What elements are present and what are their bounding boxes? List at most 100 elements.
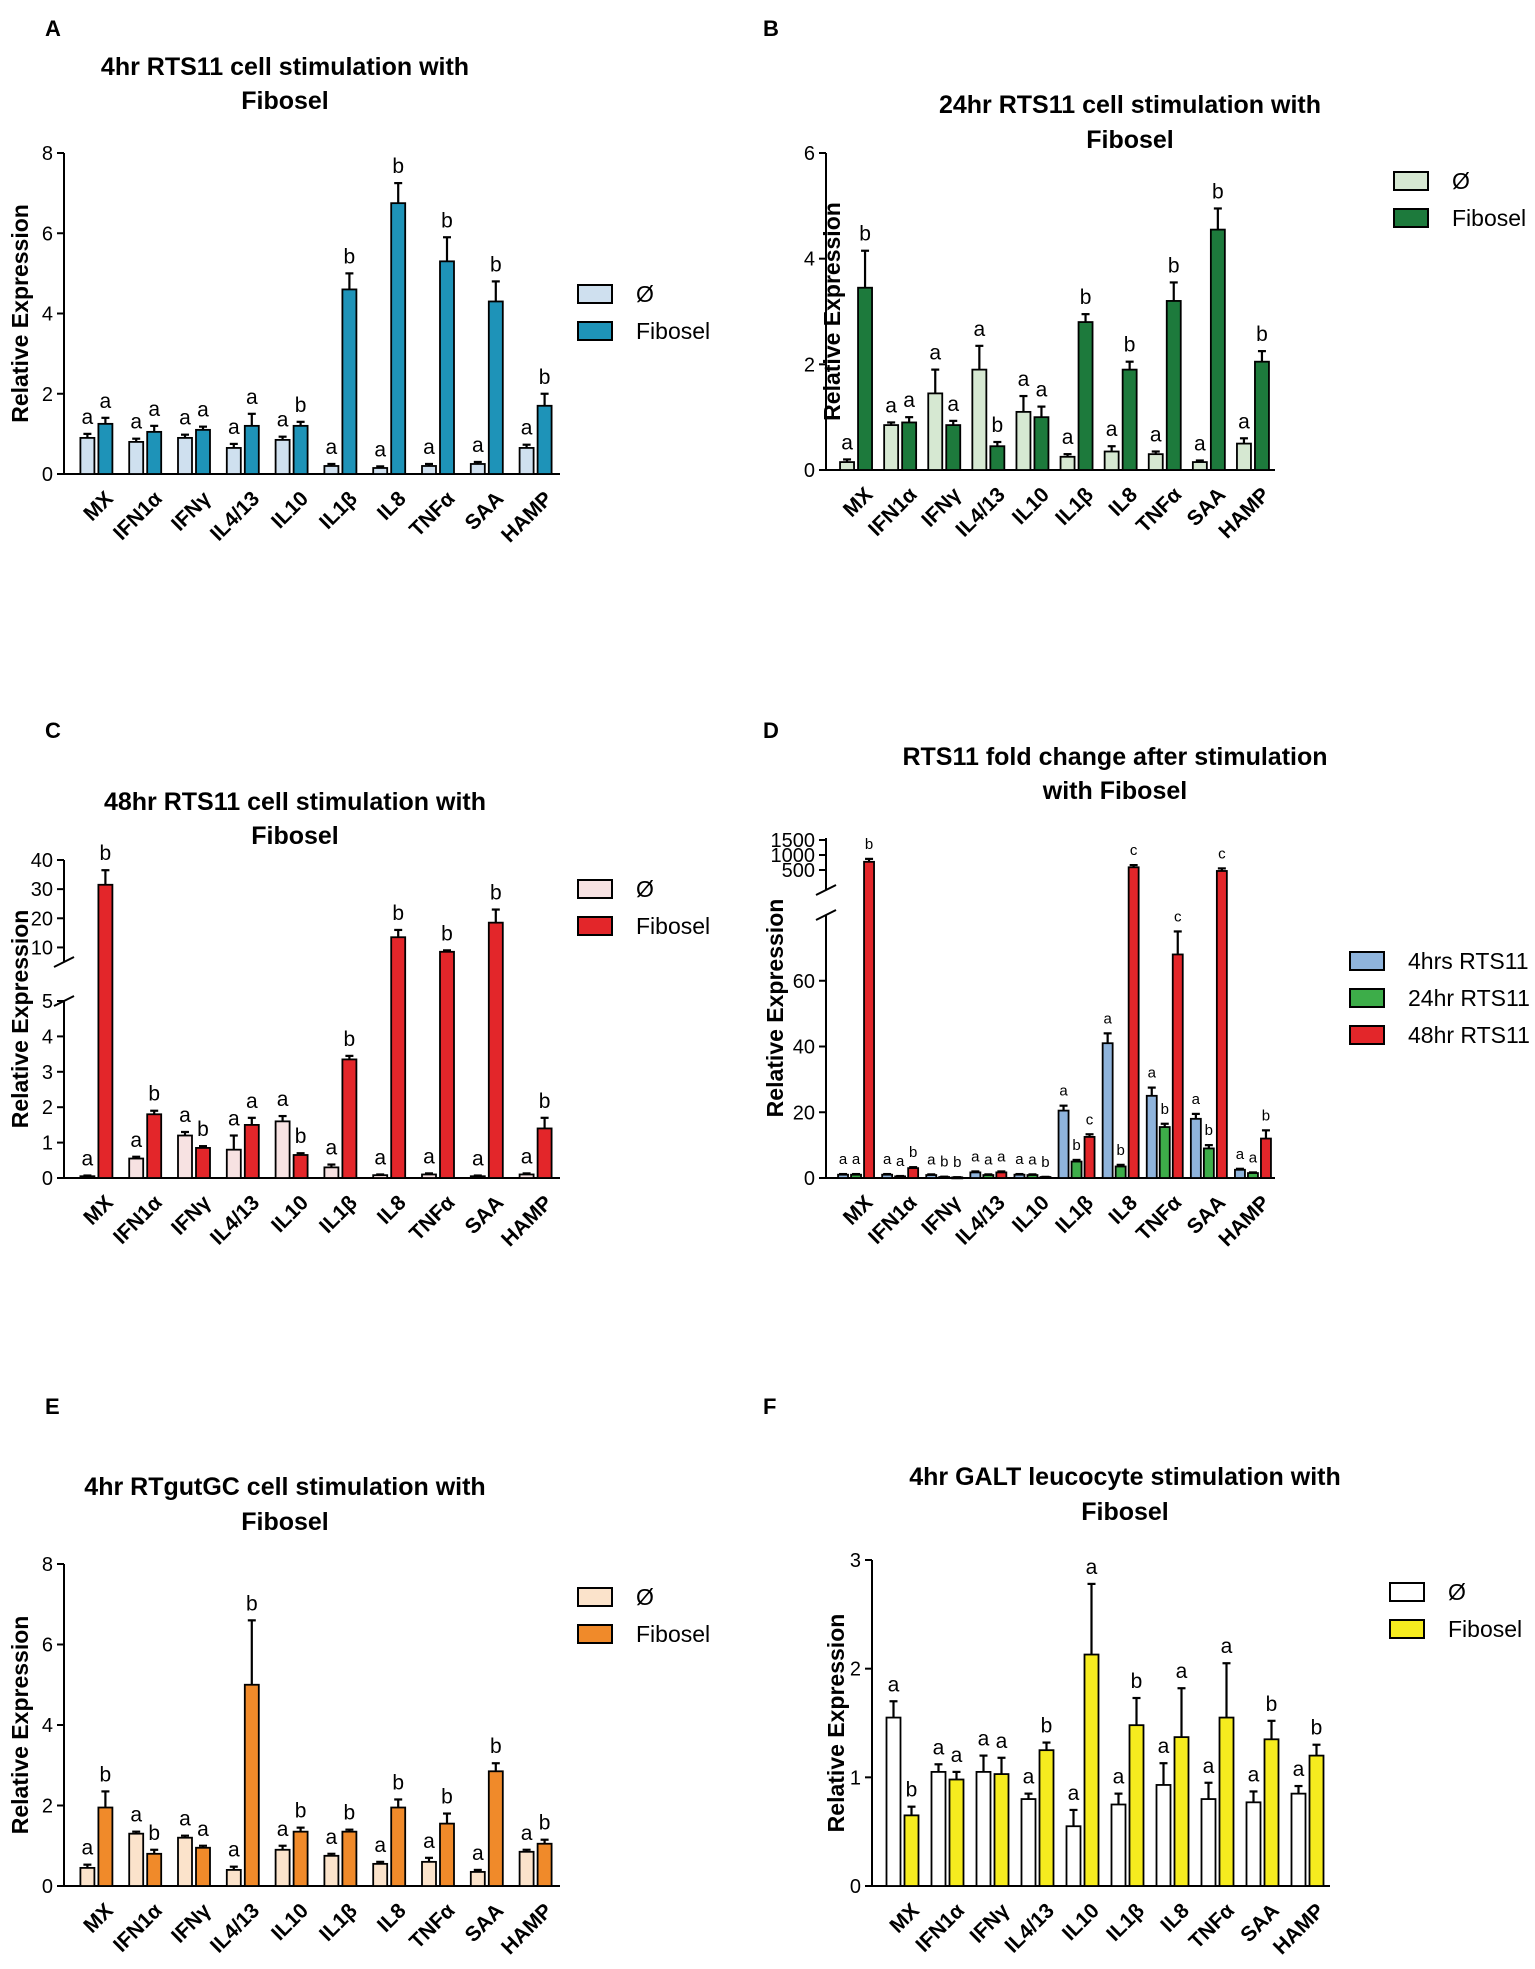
bar <box>1236 442 1252 471</box>
bar <box>421 1860 437 1887</box>
x-tick-label: IL1β <box>1102 1899 1149 1946</box>
legend-swatch <box>1393 208 1429 228</box>
y-axis-label: Relative Expression <box>823 1614 849 1833</box>
significance-letter: b <box>392 155 404 178</box>
significance-letter: a <box>326 436 338 459</box>
bar <box>390 202 407 475</box>
significance-letter: b <box>392 1771 404 1794</box>
significance-letter: b <box>344 245 356 268</box>
x-tick-label: IL10 <box>267 1899 313 1945</box>
significance-letter: a <box>1062 426 1074 449</box>
significance-letter: b <box>539 366 551 389</box>
bar <box>930 1771 947 1887</box>
significance-letter: b <box>865 836 873 853</box>
significance-letter: a <box>1221 1635 1233 1658</box>
panel-b: B 24hr RTS11 cell stimulation with Fibosel… <box>763 16 1526 543</box>
significance-letter: a <box>1106 418 1118 441</box>
bar <box>1202 1147 1215 1179</box>
significance-letter: a <box>1023 1766 1035 1789</box>
axis-break-mark <box>815 909 837 921</box>
significance-letter: b <box>490 253 502 276</box>
bar <box>97 422 114 475</box>
significance-letter: b <box>539 1090 551 1113</box>
bar <box>1165 300 1182 471</box>
bar <box>839 461 855 471</box>
legend-label: Ø <box>1452 168 1470 194</box>
bar <box>881 1173 894 1179</box>
significance-letter: b <box>1072 1137 1080 1154</box>
chart-title: 48hr RTS11 cell stimulation with <box>104 788 486 816</box>
panel-e: E 4hr RTgutGC cell stimulation with Fibose… <box>7 1394 710 1959</box>
significance-letter: b <box>344 1802 356 1825</box>
x-tick-label: TNFα <box>1185 1899 1239 1953</box>
y-tick-label: 1 <box>850 1767 861 1789</box>
legend-label: Fibosel <box>1452 205 1526 231</box>
x-tick-label: IL4/13 <box>206 1191 264 1249</box>
bar <box>1070 1160 1083 1179</box>
bar <box>195 428 211 475</box>
x-tick-label: TNFα <box>1132 1191 1186 1245</box>
bar <box>146 430 163 475</box>
significance-letter: a <box>974 318 986 341</box>
significance-letter: a <box>1036 379 1048 402</box>
significance-letter: a <box>228 1108 240 1131</box>
significance-letter: a <box>927 1151 936 1168</box>
y-tick-label: 6 <box>42 1635 53 1657</box>
chart-title: 4hr RTgutGC cell stimulation with <box>84 1473 485 1501</box>
significance-letter: a <box>1059 1083 1068 1100</box>
bar <box>536 404 553 475</box>
bar <box>225 1869 242 1887</box>
bar <box>177 436 193 475</box>
bar <box>1158 1126 1171 1179</box>
x-tick-label: IL8 <box>373 487 411 525</box>
legend-label: Ø <box>636 281 654 307</box>
x-tick-label: IFN1α <box>109 1191 167 1249</box>
bar <box>903 1814 920 1887</box>
significance-letter: b <box>909 1144 917 1161</box>
significance-letter: a <box>521 1822 533 1845</box>
significance-letter: a <box>179 1104 191 1127</box>
bar <box>372 1862 389 1887</box>
bar <box>1173 1736 1190 1887</box>
chart-title: Fibosel <box>1081 1498 1169 1526</box>
bar <box>292 1830 309 1887</box>
x-tick-label: IL1β <box>1051 483 1098 530</box>
significance-letter: a <box>197 1818 209 1841</box>
bar <box>243 424 260 475</box>
x-tick-label: HAMP <box>1214 1191 1274 1251</box>
bar <box>390 1806 407 1887</box>
significance-letter: a <box>852 1151 861 1168</box>
bar <box>469 1871 486 1887</box>
significance-letter: a <box>472 434 484 457</box>
panel-a: A 4hr RTS11 cell stimulation with Fibosel R… <box>7 16 710 547</box>
bar <box>1290 1792 1307 1887</box>
legend-label: Fibosel <box>1448 1616 1522 1642</box>
x-tick-label: IL10 <box>267 1191 313 1237</box>
significance-letter: b <box>906 1779 918 1802</box>
significance-letter: a <box>130 411 142 434</box>
x-tick-label: TNFα <box>1132 483 1186 537</box>
bar <box>1200 1798 1217 1887</box>
significance-letter: a <box>997 1148 1006 1165</box>
significance-letter: a <box>374 438 386 461</box>
significance-letter: b <box>1080 286 1092 309</box>
y-tick-label: 4 <box>42 304 53 326</box>
significance-letter: a <box>929 342 941 365</box>
x-tick-label: IL8 <box>373 1899 411 1937</box>
x-tick-label: MX <box>79 1899 118 1938</box>
legend-swatch <box>1389 1619 1425 1639</box>
bar <box>225 1148 242 1179</box>
bar <box>341 1058 358 1179</box>
bar <box>372 1174 389 1179</box>
x-tick-label: HAMP <box>1269 1899 1329 1959</box>
x-tick-label: HAMP <box>1214 483 1274 543</box>
bar <box>982 1174 995 1179</box>
x-tick-label: HAMP <box>497 487 557 547</box>
bar <box>850 1173 862 1179</box>
significance-letter: c <box>1130 842 1138 859</box>
x-tick-label: IL4/13 <box>951 1191 1009 1249</box>
significance-letter: a <box>1086 1556 1098 1579</box>
bar <box>323 1854 340 1887</box>
x-tick-label: IL4/13 <box>206 1899 264 1957</box>
significance-letter: a <box>228 1839 240 1862</box>
